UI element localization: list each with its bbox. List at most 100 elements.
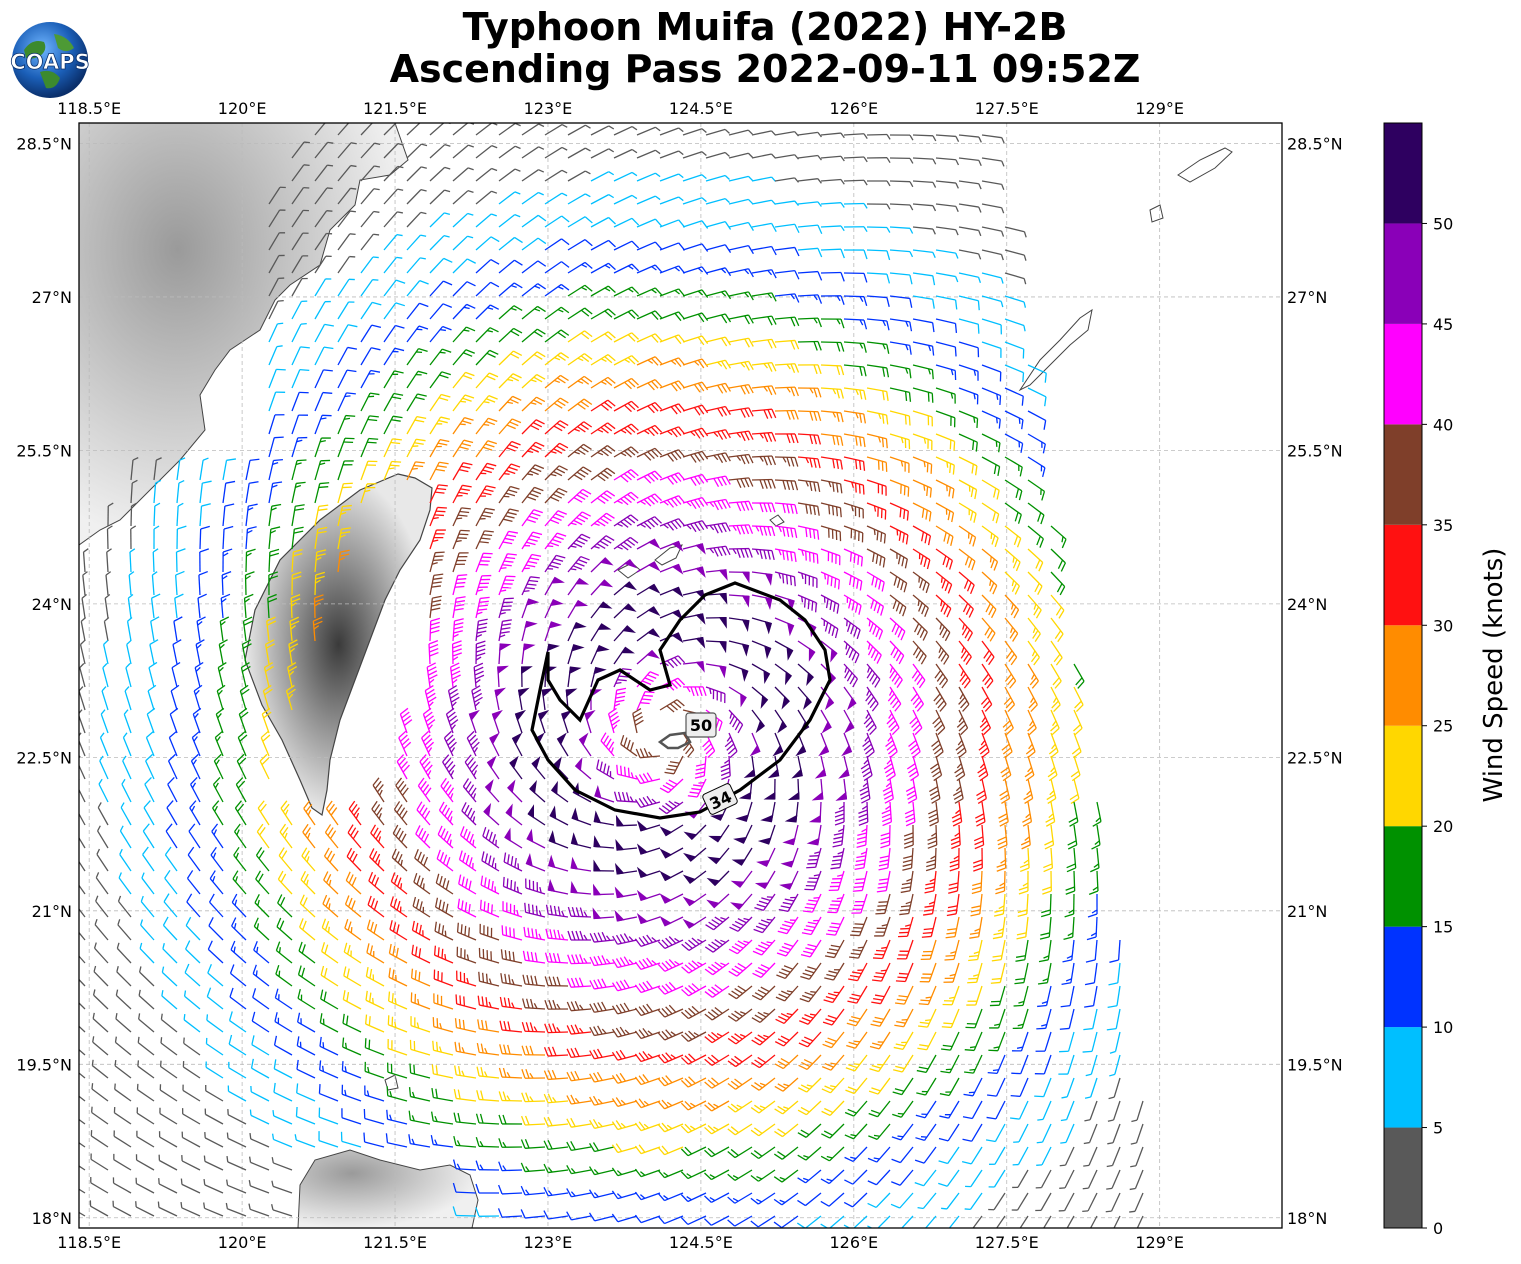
wind-barb (222, 480, 236, 504)
wind-barb (521, 441, 545, 458)
wind-barb (475, 440, 497, 458)
wind-barb (517, 687, 530, 711)
wind-barb (429, 257, 453, 274)
wind-barb (590, 535, 615, 550)
wind-barb (452, 439, 474, 458)
wind-barb (125, 663, 132, 688)
wind-barb (636, 310, 663, 320)
wind-barb (659, 426, 686, 438)
wind-barb (337, 527, 351, 550)
wind-barb (613, 469, 639, 483)
wind-barb (841, 732, 853, 757)
wind-barb (613, 491, 639, 506)
wind-barb (636, 333, 663, 343)
wind-barb (682, 427, 709, 439)
wind-barb (889, 479, 910, 497)
wind-barb (153, 525, 160, 550)
wind-barb (291, 459, 307, 481)
wind-barb (314, 482, 330, 504)
wind-barb (383, 234, 403, 251)
wind-barb (590, 467, 616, 482)
wind-barb (100, 709, 109, 734)
wind-barb (743, 755, 756, 778)
wind-barb (245, 458, 260, 481)
wind-barb (406, 257, 426, 274)
wind-barb (600, 732, 615, 757)
wind-barb (544, 621, 563, 642)
wind-barb (958, 640, 972, 666)
colorbar-bin-9 (1384, 223, 1422, 324)
wind-barb (176, 502, 184, 527)
wind-barb (590, 399, 616, 412)
wind-barb (107, 502, 114, 527)
wind-barb (981, 502, 1000, 524)
wind-barb (866, 640, 882, 664)
wind-barb (590, 579, 614, 596)
wind-barb (567, 443, 592, 458)
wind-barb (981, 249, 1004, 261)
wind-barb (122, 732, 132, 757)
wind-barb (935, 203, 959, 212)
title-line-2: Ascending Pass 2022-09-11 09:52Z (389, 47, 1141, 91)
wind-barb (1004, 364, 1025, 383)
wind-barb (981, 226, 1005, 237)
wind-barb (751, 455, 777, 466)
wind-barb (475, 574, 492, 596)
wind-barb (636, 516, 662, 530)
wind-barb (751, 385, 777, 396)
wind-barb (1050, 571, 1066, 596)
wind-barb (866, 433, 888, 449)
wind-barb (934, 663, 949, 689)
wind-barb (421, 730, 435, 757)
wind-barb (291, 571, 302, 596)
wind-barb (820, 178, 845, 185)
wind-barb (475, 281, 500, 297)
wind-barb (1027, 387, 1047, 407)
wind-barb (1050, 548, 1066, 572)
wind-barb (475, 236, 500, 251)
wind-barb (590, 148, 615, 159)
wind-barb (935, 502, 955, 523)
wind-barb (360, 460, 378, 481)
wind-barb (866, 249, 891, 261)
colorbar-bin-5 (1384, 625, 1422, 726)
wind-barb (383, 165, 404, 182)
wind-barb (360, 188, 380, 205)
wind-barb (886, 709, 900, 736)
wind-barb (659, 311, 686, 322)
wind-barb (636, 538, 661, 550)
wind-barb (218, 639, 228, 665)
wind-barb (360, 210, 380, 228)
wind-barb (981, 456, 1001, 476)
wind-barb (475, 349, 499, 366)
wind-barb (1027, 663, 1039, 689)
wind-barb (659, 127, 684, 136)
wind-barb (544, 124, 568, 136)
wind-barb (544, 169, 568, 182)
wind-barb (705, 221, 732, 230)
wind-barb (728, 175, 753, 182)
wind-barb (797, 479, 821, 492)
wind-barb (797, 364, 822, 375)
lat-tick-label-right: 28.5°N (1287, 134, 1343, 153)
wind-barb (613, 603, 637, 619)
wind-barb (429, 280, 453, 297)
wind-barb (705, 452, 731, 464)
wind-barb (751, 153, 777, 159)
wind-barb (521, 237, 547, 251)
wind-barb (424, 684, 437, 711)
wind-barb (429, 143, 451, 159)
colorbar-tick-label: 40 (1433, 415, 1453, 434)
wind-barb (751, 176, 777, 182)
wind-barb (291, 391, 309, 412)
wind-barb (130, 525, 137, 550)
wind-barb (567, 666, 582, 688)
wind-barb (912, 134, 937, 142)
wind-barb (636, 561, 661, 573)
wind-barb (820, 594, 840, 614)
wind-barb (843, 133, 868, 139)
wind-barb (291, 414, 309, 435)
wind-barb (843, 571, 863, 591)
wind-barb (958, 410, 979, 428)
wind-barb (820, 202, 845, 208)
